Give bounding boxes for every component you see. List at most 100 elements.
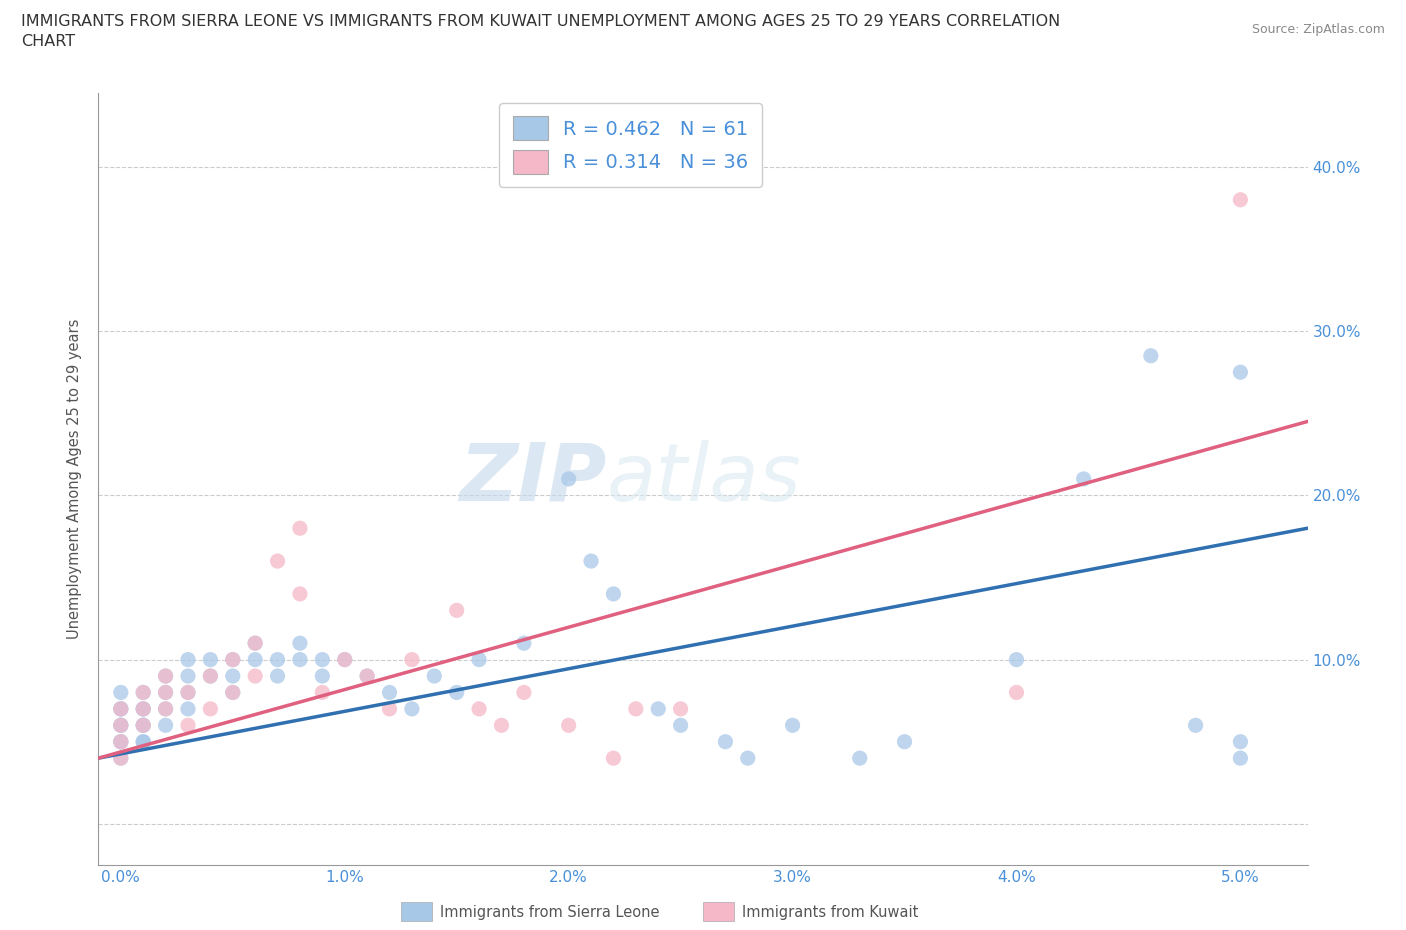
Point [132, 718, 155, 733]
Point [155, 669, 177, 684]
Point [401, 652, 423, 667]
Point [200, 701, 222, 716]
Point [669, 718, 692, 733]
Point [714, 735, 737, 750]
Point [200, 669, 222, 684]
Point [288, 636, 311, 651]
Point [288, 587, 311, 602]
Point [266, 669, 288, 684]
Point [110, 751, 132, 765]
Point [1229, 193, 1251, 207]
Point [243, 636, 266, 651]
Point [132, 718, 155, 733]
Point [110, 751, 132, 765]
Legend: R = 0.462   N = 61, R = 0.314   N = 36: R = 0.462 N = 61, R = 0.314 N = 36 [499, 102, 762, 187]
Point [401, 701, 423, 716]
Point [491, 718, 513, 733]
Point [222, 652, 245, 667]
Point [110, 735, 132, 750]
Point [132, 701, 155, 716]
Point [132, 701, 155, 716]
Point [266, 652, 288, 667]
Point [222, 685, 245, 700]
Point [222, 685, 245, 700]
Point [132, 685, 155, 700]
Text: ZIP: ZIP [458, 440, 606, 518]
Point [333, 652, 356, 667]
Point [647, 701, 669, 716]
Point [110, 685, 132, 700]
Point [624, 701, 647, 716]
Point [243, 652, 266, 667]
Point [222, 652, 245, 667]
Point [311, 669, 333, 684]
Point [155, 701, 177, 716]
Point [468, 701, 491, 716]
Point [110, 718, 132, 733]
Point [177, 652, 200, 667]
Point [132, 735, 155, 750]
Point [513, 636, 536, 651]
FancyBboxPatch shape [401, 902, 432, 921]
Point [110, 735, 132, 750]
Point [266, 553, 288, 568]
Point [177, 685, 200, 700]
Point [378, 685, 401, 700]
Text: IMMIGRANTS FROM SIERRA LEONE VS IMMIGRANTS FROM KUWAIT UNEMPLOYMENT AMONG AGES 2: IMMIGRANTS FROM SIERRA LEONE VS IMMIGRAN… [21, 14, 1060, 29]
Point [155, 669, 177, 684]
Point [468, 652, 491, 667]
Point [155, 685, 177, 700]
Point [378, 701, 401, 716]
Point [243, 669, 266, 684]
Point [669, 701, 692, 716]
Point [177, 669, 200, 684]
Text: atlas: atlas [606, 440, 801, 518]
Point [311, 685, 333, 700]
Point [848, 751, 870, 765]
Point [333, 652, 356, 667]
Point [579, 553, 602, 568]
Point [177, 701, 200, 716]
Point [222, 669, 245, 684]
Text: CHART: CHART [21, 34, 75, 49]
Point [110, 701, 132, 716]
Point [782, 718, 804, 733]
Point [513, 685, 536, 700]
Point [446, 603, 468, 618]
Point [288, 652, 311, 667]
Point [1140, 349, 1163, 364]
FancyBboxPatch shape [703, 902, 734, 921]
Text: Immigrants from Sierra Leone: Immigrants from Sierra Leone [440, 905, 659, 920]
Point [110, 701, 132, 716]
Point [155, 685, 177, 700]
Point [356, 669, 378, 684]
Point [243, 636, 266, 651]
Point [446, 685, 468, 700]
Point [200, 669, 222, 684]
Point [132, 735, 155, 750]
Point [1073, 472, 1095, 486]
Point [177, 718, 200, 733]
Point [602, 587, 624, 602]
Point [893, 735, 915, 750]
Point [1229, 751, 1251, 765]
Y-axis label: Unemployment Among Ages 25 to 29 years: Unemployment Among Ages 25 to 29 years [67, 319, 83, 639]
Text: Immigrants from Kuwait: Immigrants from Kuwait [742, 905, 918, 920]
Point [1229, 365, 1251, 379]
Point [1184, 718, 1206, 733]
Point [288, 521, 311, 536]
Point [1005, 685, 1028, 700]
Point [311, 652, 333, 667]
Point [737, 751, 759, 765]
Point [356, 669, 378, 684]
Point [132, 701, 155, 716]
Point [110, 701, 132, 716]
Point [602, 751, 624, 765]
Point [557, 472, 579, 486]
Point [177, 685, 200, 700]
Point [110, 718, 132, 733]
Point [110, 718, 132, 733]
Text: Source: ZipAtlas.com: Source: ZipAtlas.com [1251, 23, 1385, 36]
Point [423, 669, 446, 684]
Point [557, 718, 579, 733]
